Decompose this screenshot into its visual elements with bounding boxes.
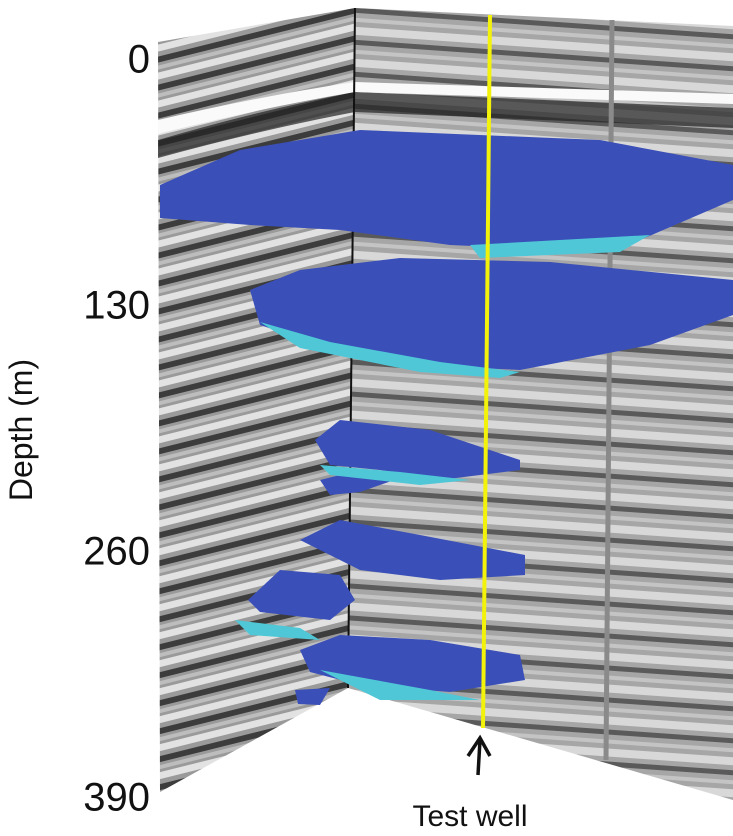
geobody-edges	[235, 235, 650, 700]
axis-label: Depth (m)	[3, 359, 39, 501]
arrow	[466, 734, 492, 776]
geobody	[248, 570, 355, 620]
geobody	[315, 420, 520, 480]
geobody	[160, 130, 733, 250]
depth-ticks: 0 130 260 390	[83, 38, 150, 820]
test-well	[481, 14, 492, 729]
reflector	[158, 82, 733, 134]
annotation: Test well	[412, 800, 527, 833]
reflector	[158, 92, 733, 158]
tick-label: 260	[83, 530, 150, 574]
tick-label: 390	[83, 776, 150, 820]
geobody-edge	[260, 322, 520, 378]
geobody	[300, 520, 525, 580]
geobody	[295, 688, 330, 705]
geobody	[250, 258, 733, 370]
geobodies	[160, 130, 733, 705]
geobody-edge	[235, 620, 320, 640]
tick-label: 130	[83, 284, 150, 328]
tick-label: 0	[128, 38, 150, 82]
geobody-edge	[320, 670, 480, 700]
geobody-edge	[320, 465, 470, 485]
geobody-edge	[470, 235, 650, 258]
